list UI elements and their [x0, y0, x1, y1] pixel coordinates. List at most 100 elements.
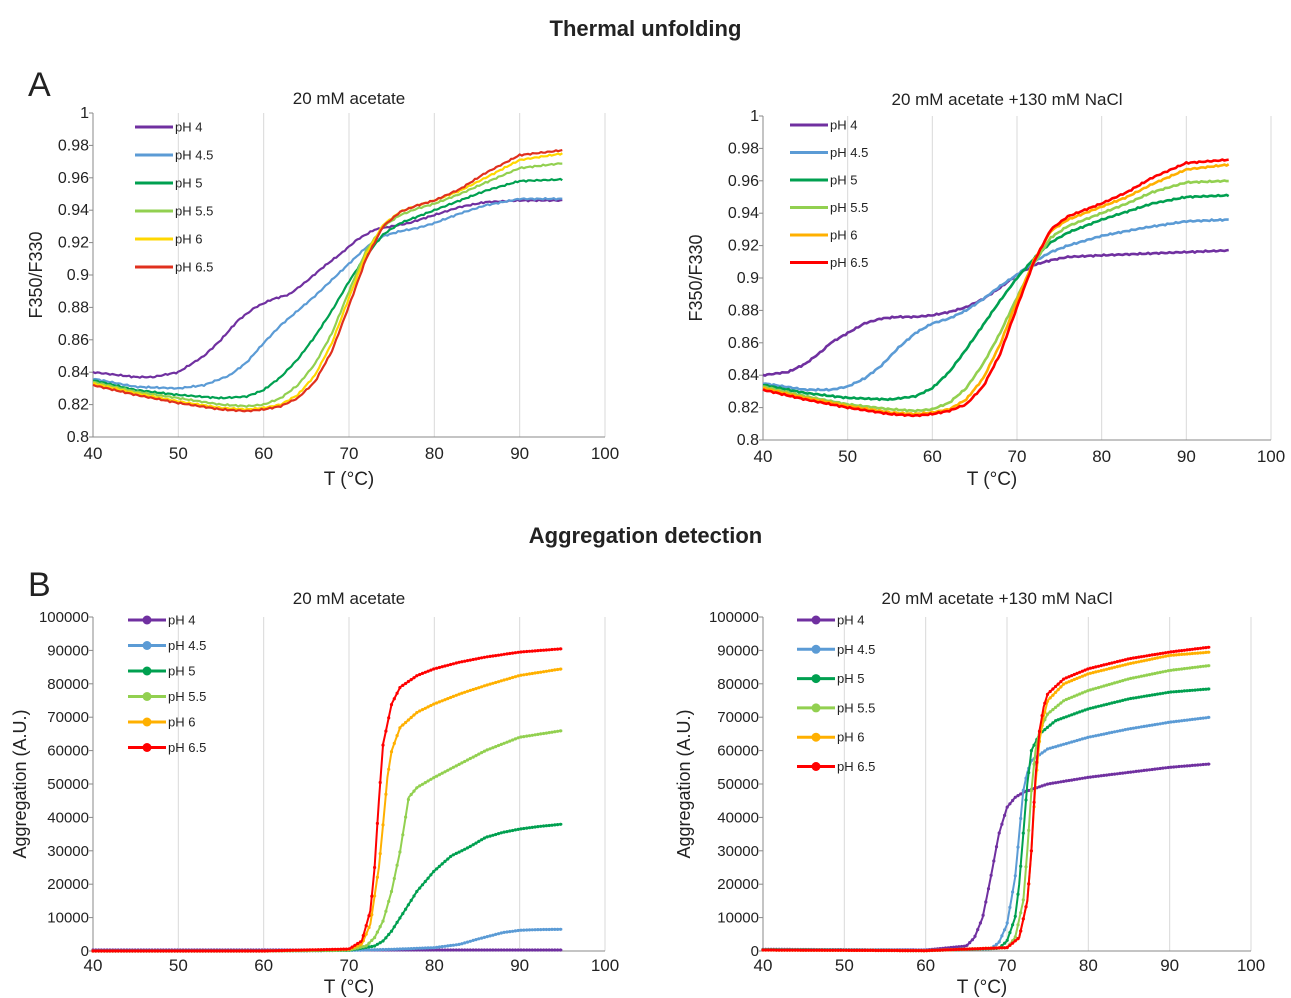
chart-3-data-point: [426, 779, 430, 783]
chart-1-x-tick-label: 70: [340, 444, 359, 463]
chart-3-data-point: [415, 946, 419, 950]
chart-3-x-tick-label: 80: [425, 956, 444, 975]
chart-3-data-point: [505, 830, 509, 834]
chart-4-data-point: [1037, 785, 1042, 789]
chart-3-data-point: [302, 948, 306, 952]
chart-3-y-tick-label: 30000: [47, 843, 89, 860]
chart-3-data-point: [443, 944, 447, 948]
chart-4-data-point: [946, 948, 950, 952]
chart-4-data-point: [1024, 776, 1028, 780]
chart-3-y-tick-label: 20000: [47, 876, 89, 893]
chart-4-data-point: [1096, 774, 1101, 778]
chart-3-data-point: [496, 832, 501, 836]
chart-2-legend-label: pH 4: [830, 118, 857, 133]
chart-4-data-point: [1067, 675, 1071, 679]
chart-4-data-point: [1059, 780, 1063, 784]
chart-3-data-point: [508, 676, 512, 681]
chart-3-data-point: [423, 879, 427, 884]
chart-4-y-tick-label: 10000: [717, 910, 759, 927]
chart-3-data-point: [384, 909, 388, 913]
chart-4-data-point: [1045, 692, 1050, 697]
chart-3-data-point: [342, 947, 346, 951]
chart-3-data-point: [463, 659, 467, 663]
chart-4-data-point: [1134, 696, 1138, 700]
chart-4-data-point: [1188, 648, 1192, 652]
chart-3-series-markers: [91, 822, 563, 953]
chart-4-data-point: [1118, 679, 1122, 684]
chart-4-data-point: [1118, 729, 1122, 733]
chart-3-data-point: [415, 711, 419, 715]
chart-4-data-point: [1150, 657, 1154, 661]
chart-4-data-point: [1011, 941, 1015, 945]
chart-4-y-tick-label: 40000: [717, 809, 759, 826]
chart-4-legend-label: pH 6.5: [837, 759, 875, 774]
chart-4-data-point: [1102, 773, 1106, 778]
chart-4-data-point: [1027, 788, 1031, 793]
chart-2-y-tick-label: 0.98: [728, 140, 759, 157]
chart-4-data-point: [1102, 703, 1106, 707]
chart-4-data-point: [1054, 690, 1058, 695]
chart-3-data-point: [451, 662, 455, 666]
chart-3-data-point: [451, 948, 455, 952]
chart-3-data-point: [539, 928, 543, 932]
chart-4-data-point: [1193, 717, 1197, 721]
chart-4-data-point: [1003, 813, 1007, 818]
chart-4-data-point: [1088, 775, 1092, 779]
chart-4-data-point: [1045, 725, 1050, 730]
chart-4-data-point: [1198, 646, 1203, 650]
chart-4-data-point: [968, 947, 972, 951]
chart-3-data-point: [201, 949, 205, 953]
chart-4-data-point: [1185, 718, 1189, 722]
chart-4-data-point: [828, 948, 832, 952]
chart-3-data-point: [420, 883, 425, 887]
chart-4-data-point: [1013, 914, 1017, 918]
chart-3-data-point: [220, 949, 225, 953]
chart-3-data-point: [404, 815, 408, 819]
chart-3-data-point: [423, 781, 427, 785]
chart-4-legend-marker: [811, 674, 821, 684]
chart-4-data-point: [1078, 692, 1082, 696]
chart-4-data-point: [839, 948, 843, 952]
chart-4-data-point: [1206, 687, 1211, 691]
chart-4-data-point: [1094, 734, 1098, 738]
chart-3-data-point: [553, 823, 557, 827]
chart-4-data-point: [1131, 726, 1135, 730]
chart-3-data-point: [491, 654, 495, 658]
chart-3-data-point: [494, 932, 498, 937]
chart-3-data-point: [542, 731, 546, 736]
chart-3-data-point: [474, 841, 478, 845]
chart-4-data-point: [1174, 765, 1178, 769]
chart-4-data-point: [879, 948, 883, 953]
chart-4-data-point: [1134, 656, 1138, 660]
chart-3-data-point: [547, 823, 551, 828]
chart-4-data-point: [1086, 689, 1090, 693]
chart-3-x-tick-label: 50: [169, 956, 188, 975]
chart-4-data-point: [917, 949, 921, 953]
chart-4-data-point: [782, 948, 787, 952]
chart-4-data-point: [1064, 779, 1068, 783]
chart-1-x-tick-label: 90: [510, 444, 529, 463]
chart-4-data-point: [1180, 667, 1184, 671]
chart-3-data-point: [418, 709, 422, 713]
chart-4-data-point: [769, 948, 773, 952]
chart-4-data-point: [984, 900, 988, 904]
chart-4-data-point: [1169, 720, 1173, 724]
chart-3-data-point: [268, 949, 272, 953]
chart-3-data-point: [277, 949, 281, 953]
chart-3-data-point: [336, 947, 340, 951]
chart-3-data-point: [502, 652, 506, 656]
chart-3-data-point: [522, 928, 526, 932]
chart-4-data-point: [1206, 762, 1211, 766]
chart-4-data-point: [788, 948, 792, 952]
chart-3-data-point: [387, 899, 391, 904]
chart-4-data-point: [1153, 723, 1157, 727]
chart-4-data-point: [1059, 743, 1063, 747]
chart-4-data-point: [1067, 741, 1071, 745]
chart-4-data-point: [1150, 767, 1154, 772]
chart-4-data-point: [1193, 763, 1197, 767]
chart-4-data-point: [1182, 652, 1186, 656]
chart-3-data-point: [533, 928, 537, 932]
chart-2-legend-label: pH 5.5: [830, 200, 868, 215]
chart-4-data-point: [965, 943, 969, 947]
chart-4-data-point: [1003, 946, 1007, 950]
